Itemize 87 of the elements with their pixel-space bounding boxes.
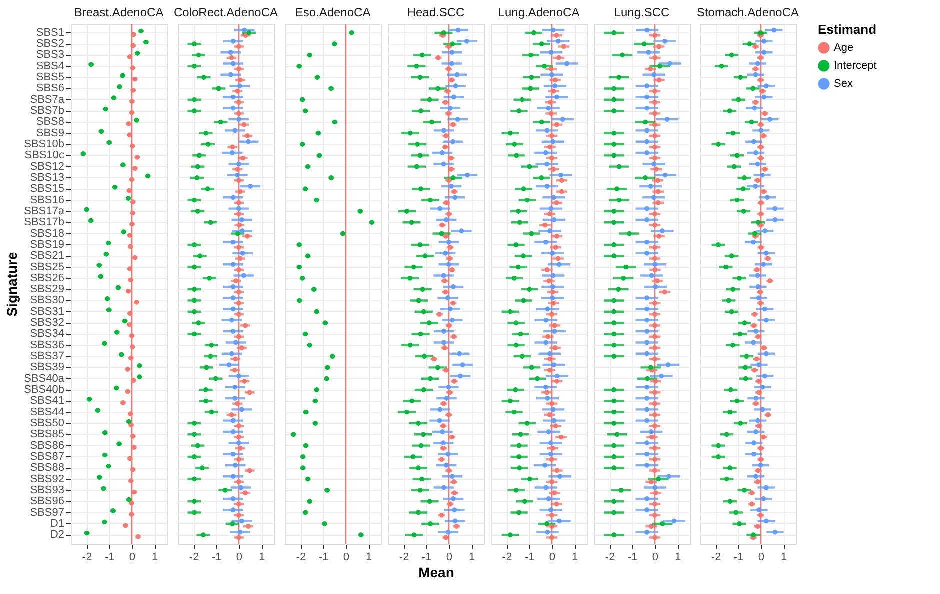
y-tick-label: SBS37 [30,350,64,363]
y-tick-label: SBS88 [30,462,64,474]
x-tick-label: -2 [711,552,722,564]
x-tick-label: -2 [82,552,92,564]
y-tick-label: SBS7b [30,105,64,118]
y-tick-label: SBS29 [30,284,64,296]
y-tick-label: SBS26 [30,272,64,284]
y-tick-label: SBS17a [24,205,66,218]
y-tick-label: SBS5 [36,72,64,84]
x-tick-label: -2 [502,552,512,564]
y-tick-label: SBS4 [36,60,64,72]
x-tick-label: -1 [319,552,329,564]
y-tick-label: SBS32 [30,317,64,330]
x-tick-label: -2 [605,552,616,564]
y-tick-label: SBS93 [30,484,64,496]
y-tick-label: SBS40b [24,384,64,396]
x-tick-label: 1 [469,552,476,564]
y-tick-label: SBS13 [30,172,64,184]
y-tick-label: SBS21 [30,250,64,262]
y-tick-label: SBS96 [30,496,64,508]
y-tick-label: D2 [50,529,64,542]
y-tick-label: SBS31 [30,306,64,318]
x-tick-label: 1 [366,552,372,564]
x-tick-label: 0 [236,552,243,564]
y-tick-label: SBS1 [36,26,64,39]
chart-title: Eso.AdenoCA [295,5,371,20]
y-tick-label: SBS2 [36,38,64,50]
x-tick-label: 0 [446,552,453,564]
y-tick-label: SBS12 [30,160,64,173]
y-tick-label: SBS17b [24,216,64,229]
x-tick-label: -2 [189,552,200,564]
y-tick-label: SBS7a [30,94,66,106]
y-tick-label: SBS36 [30,339,64,352]
y-tick-label: SBS50 [30,417,64,430]
x-tick-label: 1 [675,552,682,564]
y-tick-label: SBS40a [24,372,66,385]
x-tick-label: -1 [525,552,535,564]
y-tick-label: SBS15 [30,183,64,196]
x-tick-label: -1 [422,552,432,564]
y-tick-label: SBS39 [30,362,64,374]
chart-title: Lung.SCC [614,5,670,20]
y-tick-label: SBS86 [30,440,64,452]
y-tick-label: SBS85 [30,428,64,441]
y-tick-label: D1 [50,518,64,530]
x-axis-title: Mean [418,564,454,580]
x-tick-label: 1 [572,552,578,564]
x-tick-label: 0 [549,552,556,564]
x-tick-label: 0 [758,552,765,564]
y-tick-label: SBS9 [36,127,64,140]
y-tick-label: SBS3 [36,49,64,62]
y-tick-label: SBS44 [30,406,64,418]
y-tick-label: SBS34 [30,328,64,340]
y-tick-label: SBS16 [30,194,64,206]
x-tick-label: -1 [734,552,744,564]
y-tick-label: SBS18 [30,228,64,240]
x-tick-label: 1 [152,552,158,564]
y-axis-title: Signature [4,252,20,317]
chart-title: Stomach.AdenoCA [696,5,800,20]
y-tick-label: SBS41 [30,395,64,408]
legend-title: Estimand [818,22,877,37]
x-tick-label: 0 [129,552,136,564]
chart-title: Head.SCC [407,5,466,20]
legend-label: Intercept [834,60,877,72]
y-tick-label: SBS87 [30,450,64,463]
y-tick-label: SBS97 [30,506,64,519]
x-tick-label: -1 [105,552,115,564]
y-tick-label: SBS30 [30,294,64,307]
x-tick-label: -1 [628,552,638,564]
y-tick-label: SBS10c [24,150,65,162]
y-tick-label: SBS6 [36,82,64,95]
x-tick-label: -2 [296,552,306,564]
x-tick-label: 0 [343,552,350,564]
x-tick-label: -1 [212,552,222,564]
chart-title: ColoRect.AdenoCA [174,5,278,20]
y-tick-label: SBS8 [36,116,64,128]
x-tick-label: -2 [399,552,410,564]
y-tick-label: SBS10b [24,138,64,151]
y-tick-label: SBS19 [30,238,64,251]
y-tick-label: SBS25 [30,261,64,274]
x-tick-label: 1 [259,552,266,564]
chart-title: Breast.AdenoCA [74,5,164,20]
legend-label: Age [834,42,854,54]
chart-title: Lung.AdenoCA [498,5,580,20]
legend-label: Sex [834,78,854,90]
x-tick-label: 1 [781,552,788,564]
x-tick-label: 0 [652,552,659,564]
y-tick-label: SBS92 [30,473,64,486]
